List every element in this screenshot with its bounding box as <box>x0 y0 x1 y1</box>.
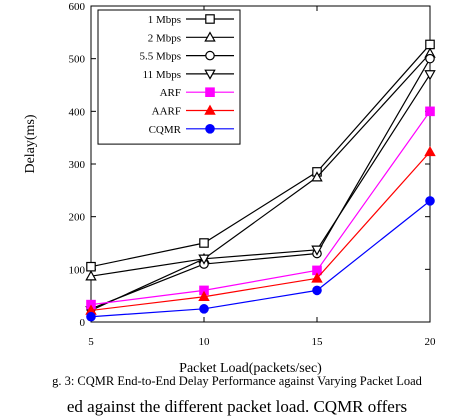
y-tick-label: 500 <box>69 54 86 66</box>
y-tick-label: 100 <box>69 264 86 276</box>
data-point-series-0 <box>199 238 209 248</box>
legend-marker <box>204 104 216 115</box>
data-point-series-1 <box>311 171 323 182</box>
data-point-series-6 <box>312 285 322 296</box>
legend-box <box>97 9 241 145</box>
legend-label: 2 Mbps <box>148 32 181 44</box>
data-point-series-2 <box>425 53 435 64</box>
data-point-series-3 <box>198 254 210 265</box>
data-point-series-3 <box>311 245 323 256</box>
data-point-series-3 <box>424 70 436 81</box>
y-axis-title: Delay(ms) <box>23 114 38 173</box>
x-axis-title: Packet Load(packets/sec) <box>179 361 322 376</box>
legend-marker <box>205 14 215 24</box>
x-tick-label: 5 <box>88 336 94 348</box>
legend-marker <box>205 87 215 97</box>
data-point-series-4 <box>425 106 435 117</box>
series-line-3 <box>90 74 431 311</box>
data-point-series-5 <box>198 290 210 302</box>
legend-label: 5.5 Mbps <box>139 51 181 63</box>
series-line-2 <box>90 58 431 310</box>
data-point-series-0 <box>425 39 435 50</box>
legend-label: CQMR <box>149 124 182 136</box>
legend-marker <box>204 31 216 42</box>
data-point-series-1 <box>85 270 97 281</box>
legend-label: AARF <box>152 106 181 118</box>
legend-marker <box>204 69 216 80</box>
x-tick-label: 20 <box>425 336 437 348</box>
series-line-1 <box>90 52 431 277</box>
x-tick-label: 10 <box>199 336 211 348</box>
x-tick-label: 15 <box>312 336 324 348</box>
y-tick-label: 200 <box>69 212 86 224</box>
series-line-6 <box>90 200 431 318</box>
legend-label: ARF <box>160 87 181 99</box>
legend-marker <box>205 124 215 134</box>
y-tick-label: 300 <box>69 159 86 171</box>
data-point-series-0 <box>86 261 96 272</box>
data-point-series-6 <box>86 311 96 322</box>
y-tick-label: 400 <box>69 106 86 118</box>
body-text-line: ed against the different packet load. CQ… <box>66 398 408 416</box>
series-line-4 <box>90 110 431 306</box>
data-point-series-6 <box>199 304 209 314</box>
data-point-series-6 <box>425 196 435 206</box>
legend-label: 1 Mbps <box>148 14 181 26</box>
data-point-series-5 <box>311 272 323 283</box>
y-tick-label: 0 <box>80 317 86 329</box>
figure-caption: g. 3: CQMR End-to-End Delay Performance … <box>52 374 422 388</box>
y-tick-label: 600 <box>69 1 86 13</box>
legend-label: 11 Mbps <box>143 69 181 81</box>
series-line-0 <box>90 44 431 268</box>
data-point-series-5 <box>424 145 436 157</box>
legend-marker <box>205 50 215 61</box>
series-line-5 <box>90 151 431 312</box>
